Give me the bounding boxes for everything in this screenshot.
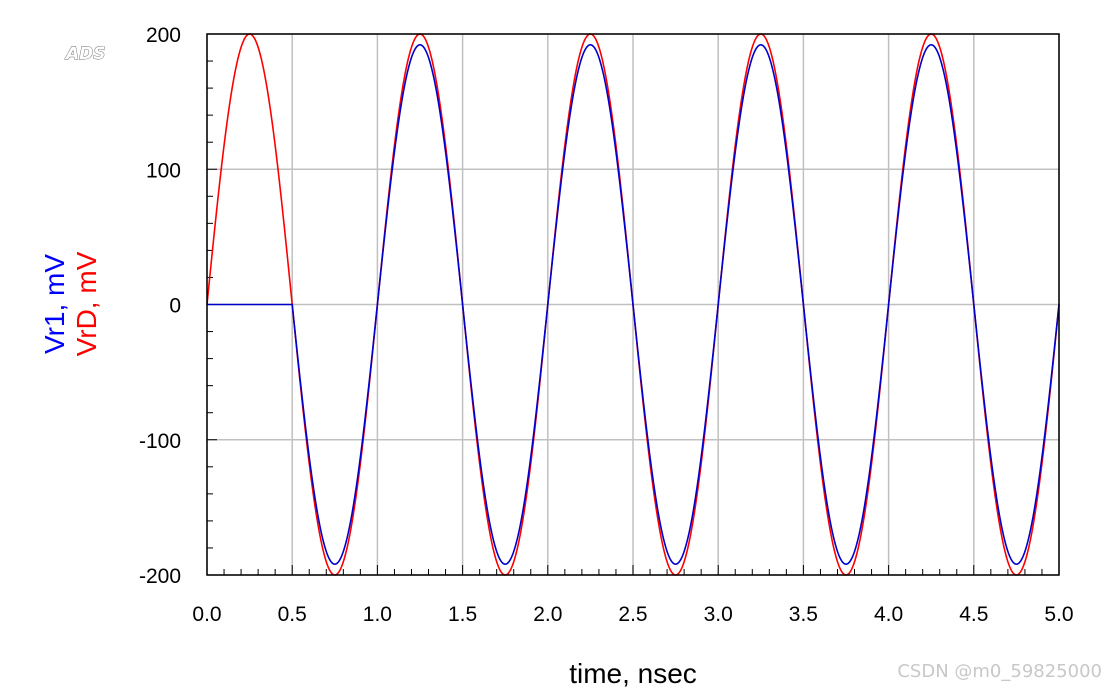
series-group xyxy=(206,33,1060,576)
y-axis-label-vrd: VrD, mV xyxy=(71,251,102,356)
x-tick-labels: 0.0 0.5 1.0 1.5 2.0 2.5 3.0 3.5 4.0 4.5 5.0 xyxy=(192,603,1073,626)
ads-logo: ADS xyxy=(64,44,106,64)
y-axis-label-vr1: Vr1, mV xyxy=(39,254,70,354)
x-tick-label: 3.0 xyxy=(704,603,733,626)
x-tick-label: 1.0 xyxy=(363,603,392,626)
y-tick-label: 100 xyxy=(146,159,181,182)
x-tick-label: 2.5 xyxy=(618,603,647,626)
y-tick-labels: 200 100 0 -100 -200 xyxy=(139,24,181,588)
x-tick-label: 3.5 xyxy=(789,603,818,626)
series-line-vr1 xyxy=(207,44,1060,565)
y-tick-label: -100 xyxy=(139,430,181,453)
plot-frame xyxy=(206,33,1060,576)
x-tick-label: 0.5 xyxy=(278,603,307,626)
x-tick-label: 2.0 xyxy=(533,603,562,626)
x-tick-label: 1.5 xyxy=(448,603,477,626)
x-tick-label: 5.0 xyxy=(1044,603,1073,626)
x-tick-label: 4.0 xyxy=(874,603,903,626)
y-tick-label: 0 xyxy=(169,295,181,318)
x-tick-label: 0.0 xyxy=(192,603,221,626)
x-tick-label: 4.5 xyxy=(959,603,988,626)
x-axis-label: time, nsec xyxy=(569,658,697,689)
y-tick-label: -200 xyxy=(139,565,181,588)
watermark: CSDN @m0_59825000 xyxy=(897,661,1102,682)
y-tick-label: 200 xyxy=(146,24,181,47)
